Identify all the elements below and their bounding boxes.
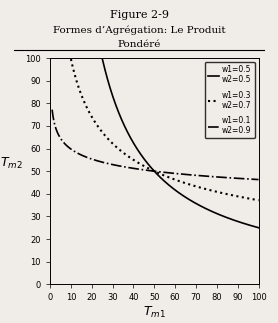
Legend: w1=0.5
w2=0.5, w1=0.3
w2=0.7, w1=0.1
w2=0.9: w1=0.5 w2=0.5, w1=0.3 w2=0.7, w1=0.1 w2=… — [205, 62, 255, 139]
Text: Formes d’Agrégation: Le Produit: Formes d’Agrégation: Le Produit — [53, 26, 225, 35]
X-axis label: $T_{m1}$: $T_{m1}$ — [143, 305, 166, 320]
Y-axis label: $T_{m2}$: $T_{m2}$ — [0, 156, 23, 171]
Text: Figure 2-9: Figure 2-9 — [110, 10, 168, 20]
Text: Pondéré: Pondéré — [117, 40, 161, 49]
